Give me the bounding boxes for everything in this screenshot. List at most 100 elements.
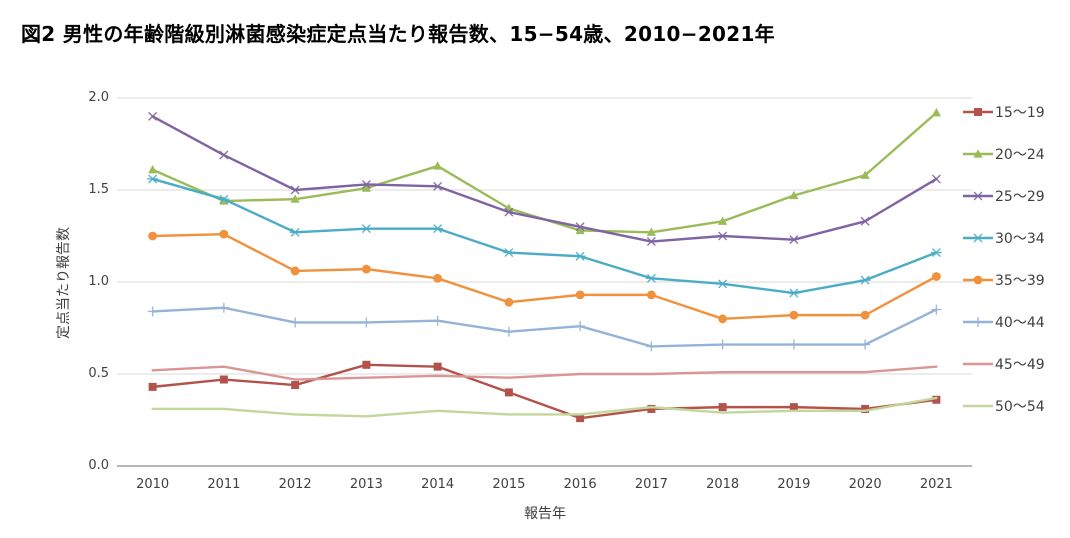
plus-marker-icon <box>646 341 657 352</box>
plus-marker-icon <box>218 302 229 313</box>
triangle-marker-icon <box>789 190 799 200</box>
triangle-marker-icon <box>860 170 870 179</box>
asterisk-marker-icon <box>717 279 729 289</box>
legend-item: 20～24 <box>962 143 1045 165</box>
x-marker-icon <box>219 150 229 160</box>
plus-marker-icon <box>361 317 372 328</box>
x-tick-label: 2015 <box>492 477 526 492</box>
asterisk-marker-icon <box>972 233 984 243</box>
series-30～34 <box>147 174 942 298</box>
circle-marker-icon <box>789 310 799 320</box>
asterisk-marker-icon <box>930 248 942 258</box>
series-line <box>151 396 938 418</box>
circle-marker-icon <box>433 273 443 283</box>
series-line <box>151 111 938 234</box>
legend-marker-icon <box>963 108 993 116</box>
legend-marker-icon <box>963 317 993 327</box>
legend-item-label: 45～49 <box>995 357 1045 373</box>
asterisk-marker-icon <box>218 194 230 204</box>
asterisk-marker-icon <box>574 251 586 261</box>
x-tick-label: 2014 <box>421 477 455 492</box>
x-marker-icon <box>433 181 443 191</box>
series-35～39 <box>148 229 941 324</box>
square-marker-icon <box>932 395 941 404</box>
square-marker-icon <box>576 414 585 423</box>
plus-marker-icon <box>290 317 301 328</box>
triangle-marker-icon <box>931 107 941 117</box>
asterisk-marker-icon <box>788 288 800 298</box>
x-marker-icon <box>361 179 371 189</box>
asterisk-marker-icon <box>645 273 657 283</box>
asterisk-marker-icon <box>503 248 515 258</box>
x-tick-label: 2013 <box>349 477 383 492</box>
square-marker-icon <box>219 375 228 384</box>
square-marker-icon <box>974 108 982 116</box>
figure-title: 図2 男性の年齢階級別淋菌感染症定点当たり報告数、15−54歳、2010−202… <box>21 22 775 46</box>
circle-marker-icon <box>718 314 728 324</box>
series-line <box>151 365 938 381</box>
legend-item-label: 40～44 <box>995 315 1045 331</box>
square-marker-icon <box>433 362 442 371</box>
plus-marker-icon <box>931 304 942 315</box>
circle-marker-icon <box>504 297 514 307</box>
y-tick-label: 0.5 <box>88 366 109 381</box>
x-tick-label: 2021 <box>919 477 953 492</box>
x-tick-label: 2017 <box>634 477 668 492</box>
plus-marker-icon <box>717 339 728 350</box>
square-marker-icon <box>504 388 513 397</box>
x-marker-icon <box>148 111 158 121</box>
legend-item: 25～29 <box>962 185 1045 207</box>
circle-marker-icon <box>219 229 229 239</box>
x-tick-label: 2010 <box>136 477 170 492</box>
plus-marker-icon <box>432 315 443 326</box>
plus-marker-icon <box>973 317 983 327</box>
legend-item: 50～54 <box>962 395 1045 417</box>
square-marker-icon <box>647 404 656 413</box>
square-marker-icon <box>861 404 870 413</box>
legend-marker-icon <box>963 362 993 366</box>
circle-marker-icon <box>646 290 656 300</box>
y-tick-label: 1.5 <box>88 182 109 197</box>
legend-item-label: 50～54 <box>995 399 1045 415</box>
x-tick-label: 2020 <box>848 477 882 492</box>
circle-marker-icon <box>973 275 983 285</box>
x-marker-icon <box>646 237 656 247</box>
square-marker-icon <box>789 403 798 412</box>
series-25～29 <box>148 111 941 247</box>
triangle-marker-icon <box>433 161 443 170</box>
legend-marker-icon <box>963 149 993 158</box>
triangle-marker-icon <box>718 216 728 225</box>
series-line <box>151 177 938 295</box>
triangle-marker-icon <box>290 194 300 203</box>
series-line <box>151 115 938 243</box>
square-marker-icon <box>148 382 157 391</box>
x-marker-icon <box>789 235 799 245</box>
plus-marker-icon <box>503 326 514 337</box>
plus-marker-icon <box>788 339 799 350</box>
asterisk-marker-icon <box>289 227 301 237</box>
legend-marker-icon <box>963 191 993 201</box>
plus-marker-icon <box>860 339 871 350</box>
x-marker-icon <box>973 191 983 201</box>
x-axis-title: 報告年 <box>524 506 566 522</box>
y-tick-label: 0.0 <box>88 458 109 473</box>
y-axis-title: 定点当たり報告数 <box>56 227 72 339</box>
x-tick-label: 2019 <box>777 477 811 492</box>
circle-marker-icon <box>290 266 300 276</box>
x-marker-icon <box>931 174 941 184</box>
square-marker-icon <box>362 360 371 369</box>
series-40～44 <box>147 302 942 352</box>
circle-marker-icon <box>148 231 158 241</box>
asterisk-marker-icon <box>432 224 444 234</box>
legend-item-label: 25～29 <box>995 189 1045 205</box>
series-15～19 <box>148 360 941 423</box>
legend-item: 30～34 <box>962 227 1045 249</box>
legend-item-label: 20～24 <box>995 147 1045 163</box>
legend-marker-icon <box>963 275 993 285</box>
legend-item: 35～39 <box>962 269 1045 291</box>
legend-item-label: 30～34 <box>995 231 1045 247</box>
triangle-marker-icon <box>148 164 158 174</box>
legend-marker-icon <box>963 404 993 408</box>
